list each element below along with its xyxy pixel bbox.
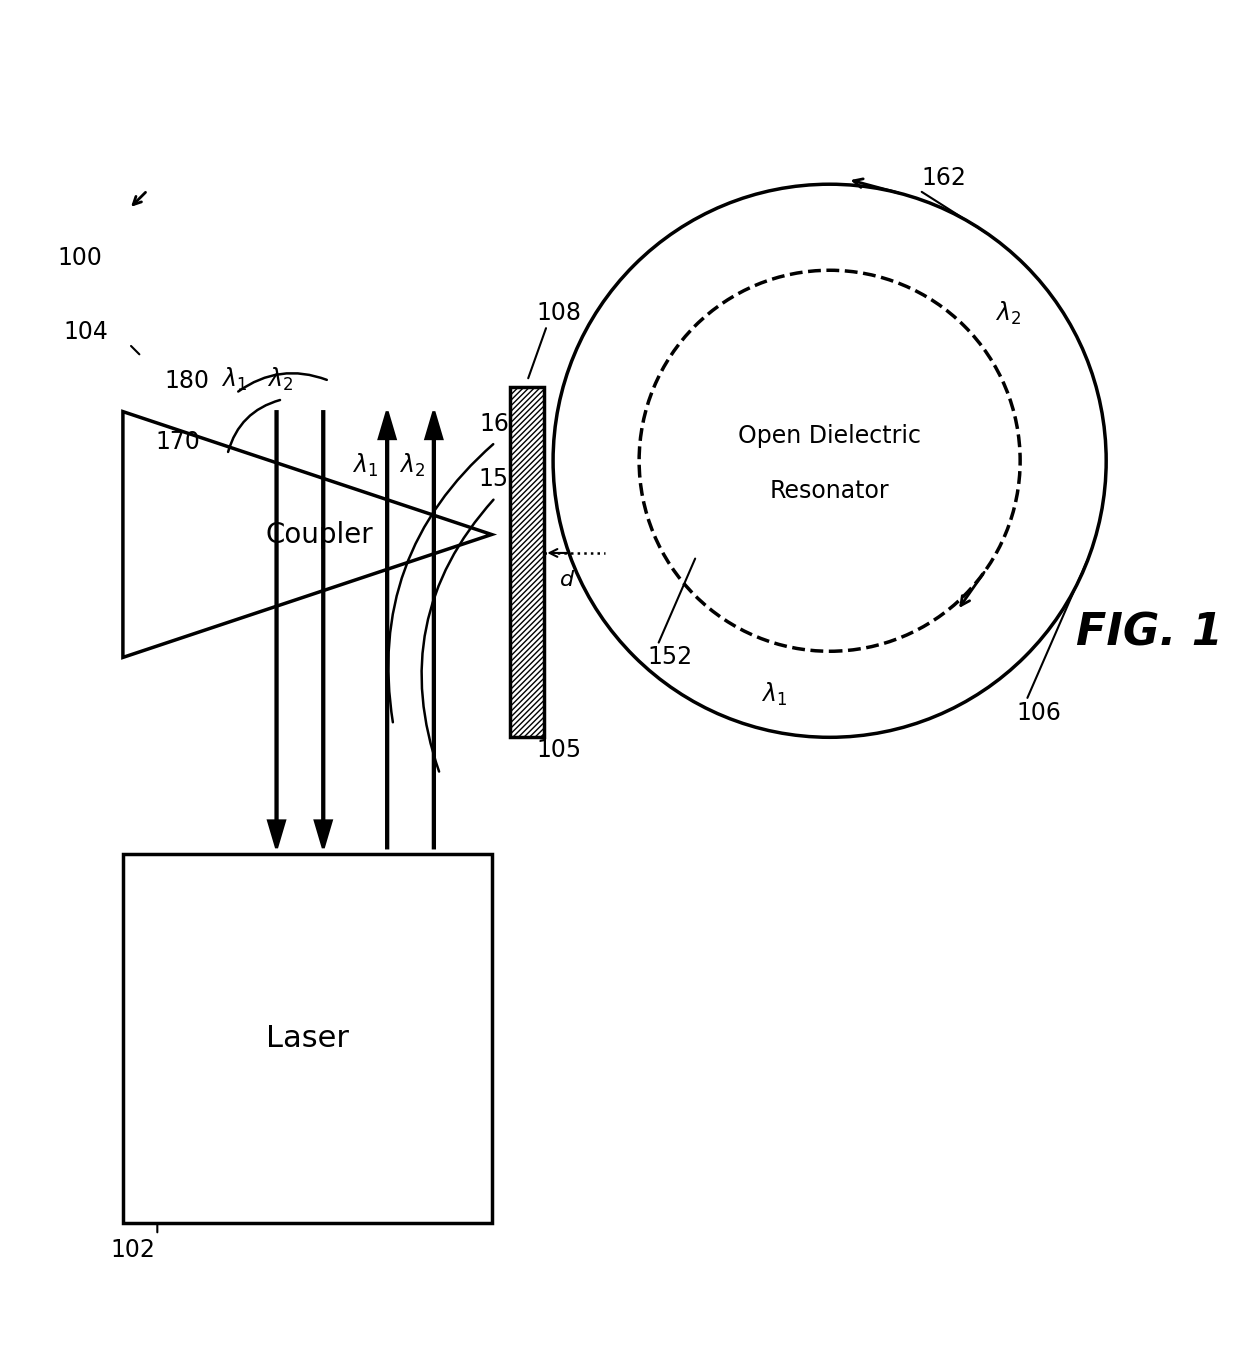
Text: 162: 162 <box>921 166 966 190</box>
Polygon shape <box>123 412 491 657</box>
Text: $\lambda_2$: $\lambda_2$ <box>399 451 424 479</box>
FancyArrow shape <box>425 412 441 848</box>
Text: 180: 180 <box>165 368 210 393</box>
Text: $d$: $d$ <box>558 570 574 591</box>
Text: $\lambda_2$: $\lambda_2$ <box>268 366 293 393</box>
Text: 105: 105 <box>537 738 582 761</box>
Text: Resonator: Resonator <box>770 480 889 503</box>
Text: $\lambda_1$: $\lambda_1$ <box>221 366 247 393</box>
Text: 100: 100 <box>57 246 103 270</box>
Text: 108: 108 <box>537 301 582 325</box>
Text: $\lambda_2$: $\lambda_2$ <box>994 300 1021 327</box>
FancyArrow shape <box>315 412 331 848</box>
Bar <box>510 387 544 738</box>
Text: 102: 102 <box>110 1239 155 1262</box>
Text: 152: 152 <box>647 645 692 670</box>
Text: 170: 170 <box>156 430 201 454</box>
Bar <box>123 854 491 1222</box>
Text: 104: 104 <box>63 319 108 344</box>
FancyArrow shape <box>269 412 284 848</box>
Text: 150: 150 <box>479 468 525 491</box>
Circle shape <box>553 184 1106 738</box>
Text: $\lambda_1$: $\lambda_1$ <box>352 451 378 479</box>
Text: Coupler: Coupler <box>265 521 373 548</box>
Text: Laser: Laser <box>265 1024 348 1053</box>
Text: 160: 160 <box>479 412 525 436</box>
FancyArrow shape <box>379 412 396 848</box>
Text: 106: 106 <box>1016 701 1061 724</box>
Text: FIG. 1: FIG. 1 <box>1076 611 1223 655</box>
Text: $\lambda_1$: $\lambda_1$ <box>761 681 787 708</box>
Text: Open Dielectric: Open Dielectric <box>738 424 921 449</box>
